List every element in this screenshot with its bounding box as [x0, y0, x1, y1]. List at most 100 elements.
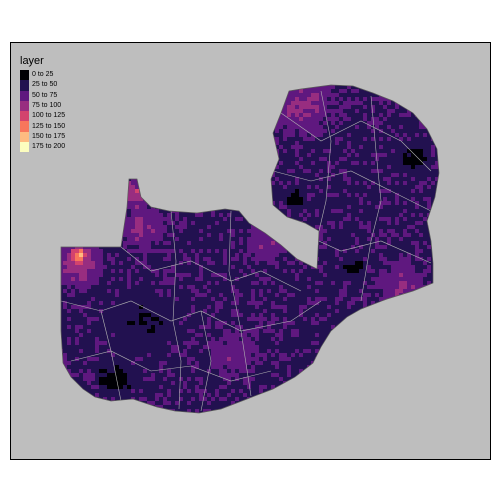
raster-cell	[283, 133, 287, 137]
raster-cell	[311, 97, 315, 101]
raster-cell	[287, 97, 291, 101]
raster-cell	[359, 233, 363, 237]
raster-cell	[279, 201, 283, 205]
raster-cell	[235, 245, 239, 249]
raster-cell	[419, 89, 423, 93]
raster-cell	[67, 201, 71, 205]
raster-cell	[319, 197, 323, 201]
raster-cell	[219, 257, 223, 261]
raster-cell	[139, 121, 143, 125]
raster-cell	[211, 125, 215, 129]
raster-cell	[371, 157, 375, 161]
raster-cell	[87, 97, 91, 101]
raster-cell	[99, 125, 103, 129]
raster-cell	[143, 269, 147, 273]
raster-cell	[99, 285, 103, 289]
raster-cell	[61, 253, 63, 257]
raster-cell	[75, 285, 79, 289]
raster-cell	[271, 229, 275, 233]
raster-cell	[351, 133, 355, 137]
raster-cell	[167, 85, 171, 89]
raster-cell	[423, 173, 427, 177]
raster-cell	[435, 89, 439, 93]
raster-cell	[255, 101, 259, 105]
raster-cell	[395, 117, 399, 121]
raster-cell	[255, 93, 259, 97]
raster-cell	[91, 149, 95, 153]
raster-cell	[339, 181, 343, 185]
raster-cell	[95, 249, 99, 253]
raster-cell	[427, 125, 431, 129]
raster-cell	[107, 121, 111, 125]
raster-cell	[439, 205, 443, 209]
raster-cell	[323, 169, 327, 173]
raster-cell	[287, 261, 291, 265]
raster-cell	[267, 257, 271, 261]
raster-cell	[223, 177, 227, 181]
raster-cell	[355, 161, 359, 165]
raster-cell	[239, 185, 243, 189]
raster-cell	[127, 185, 131, 189]
raster-cell	[71, 125, 75, 129]
raster-cell	[115, 213, 119, 217]
raster-cell	[143, 165, 147, 169]
raster-cell	[167, 285, 171, 289]
raster-cell	[279, 141, 283, 145]
raster-cell	[387, 149, 391, 153]
raster-cell	[171, 233, 175, 237]
raster-cell	[239, 217, 243, 221]
raster-cell	[95, 113, 99, 117]
raster-cell	[271, 85, 275, 89]
raster-cell	[119, 141, 123, 145]
raster-cell	[227, 125, 231, 129]
raster-cell	[227, 89, 231, 93]
raster-cell	[423, 221, 427, 225]
raster-cell	[111, 221, 115, 225]
raster-cell	[83, 257, 87, 261]
raster-cell	[343, 273, 347, 277]
raster-cell	[275, 241, 279, 245]
raster-cell	[223, 93, 227, 97]
raster-cell	[123, 121, 127, 125]
raster-cell	[87, 209, 91, 213]
raster-cell	[351, 261, 355, 265]
raster-cell	[255, 121, 259, 125]
raster-cell	[431, 197, 435, 201]
raster-cell	[295, 85, 299, 89]
raster-cell	[355, 241, 359, 245]
raster-cell	[359, 181, 363, 185]
raster-cell	[103, 105, 107, 109]
raster-cell	[135, 201, 139, 205]
raster-cell	[243, 253, 247, 257]
raster-cell	[435, 177, 439, 181]
raster-cell	[63, 225, 67, 229]
raster-cell	[135, 205, 139, 209]
raster-cell	[95, 205, 99, 209]
raster-cell	[327, 109, 331, 113]
raster-cell	[135, 153, 139, 157]
raster-cell	[335, 221, 339, 225]
raster-cell	[155, 117, 159, 121]
raster-cell	[367, 241, 371, 245]
raster-cell	[207, 85, 211, 89]
raster-cell	[63, 273, 67, 277]
raster-cell	[251, 105, 255, 109]
raster-cell	[427, 285, 431, 289]
raster-cell	[191, 113, 195, 117]
raster-cell	[227, 169, 231, 173]
raster-cell	[75, 265, 79, 269]
raster-cell	[147, 189, 151, 193]
raster-cell	[115, 141, 119, 145]
raster-cell	[127, 121, 131, 125]
raster-cell	[379, 157, 383, 161]
raster-cell	[135, 109, 139, 113]
raster-cell	[323, 193, 327, 197]
raster-cell	[311, 277, 315, 281]
raster-cell	[223, 181, 227, 185]
raster-cell	[61, 173, 63, 177]
raster-cell	[171, 201, 175, 205]
raster-cell	[263, 217, 267, 221]
raster-cell	[291, 229, 295, 233]
raster-cell	[95, 85, 99, 89]
raster-cell	[239, 105, 243, 109]
